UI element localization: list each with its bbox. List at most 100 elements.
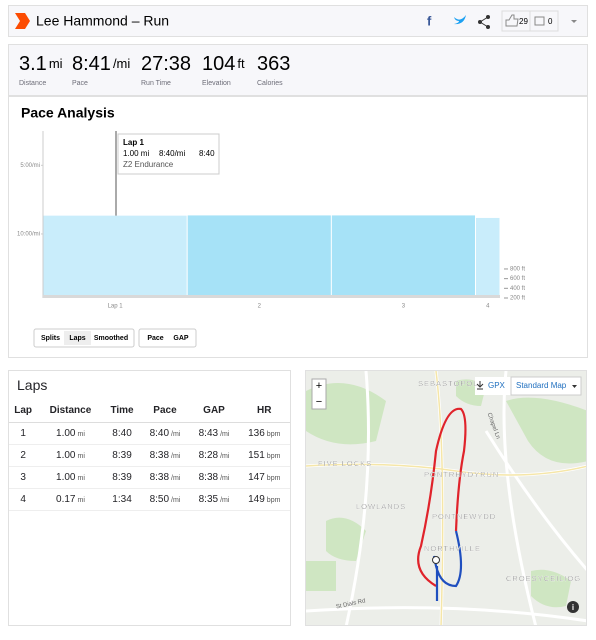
stat-label: Pace	[72, 80, 88, 87]
lap-cell: 1:34	[103, 488, 141, 511]
lap-cell: 1.00 mi	[37, 466, 104, 489]
column-header: HR	[238, 399, 290, 423]
lap-row[interactable]: 3 1.00 mi 8:39 8:38/mi 8:38/mi 147 bpm	[9, 466, 290, 489]
x-tick-label: 2	[258, 304, 262, 310]
tooltip-distance: 1.00 mi	[123, 149, 149, 158]
stat-value: 363	[257, 53, 290, 75]
tooltip-pace: 8:40/mi	[159, 149, 185, 158]
cell-unit: /mi	[171, 497, 181, 504]
lap-bar[interactable]	[43, 215, 187, 298]
cell-unit: /mi	[220, 453, 230, 460]
laps-title: Laps	[17, 377, 48, 393]
map-type-select[interactable]	[510, 376, 582, 396]
lap-cell: 8:40/mi	[140, 422, 190, 445]
toggle-button[interactable]: Smoothed	[94, 335, 128, 342]
lap-cell: 8:39	[103, 466, 141, 489]
share-button[interactable]	[478, 15, 490, 29]
gpx-button[interactable]	[475, 377, 511, 395]
tooltip-zone: Z2 Endurance	[123, 160, 174, 169]
activity-header: Lee Hammond – Run f 29 0	[8, 5, 588, 37]
info-button[interactable]	[567, 601, 579, 613]
toggle-button[interactable]: Splits	[41, 335, 60, 342]
place-labels: SEBASTOPOL FIVE LOCKS PONTRHYDYRUN LOWLANDS…	[318, 379, 581, 611]
finish-marker	[432, 556, 440, 564]
map[interactable]: + − GPX Standard Map i SEBASTOPOL FIVE LO…	[306, 371, 587, 626]
stat-number: 8:41	[72, 53, 111, 75]
stat-label: Run Time	[141, 80, 171, 87]
toggle-button[interactable]: GAP	[173, 335, 189, 342]
stat-unit: ft	[237, 56, 245, 71]
stat-unit: /mi	[113, 56, 130, 71]
lap-bar[interactable]	[187, 215, 331, 298]
cell-unit: /mi	[220, 431, 230, 438]
cell-value: 8:43	[198, 428, 219, 439]
lap-cell: 8:38/mi	[140, 444, 190, 467]
lap-row[interactable]: 4 0.17 mi 1:34 8:50/mi 8:35/mi 149 bpm	[9, 488, 290, 511]
comment-icon	[534, 16, 545, 26]
laps-table: Lap Distance Time Pace GAP HR 1 1.00 mi 8:40 8:40/…	[9, 399, 290, 511]
lap-cell: 1	[9, 422, 38, 445]
stat-label: Elevation	[202, 80, 231, 87]
lap-cell: 4	[9, 488, 38, 511]
tooltip	[117, 133, 220, 175]
y2-tick-label: 600 ft	[510, 276, 525, 282]
x-tick-label: 3	[402, 304, 406, 310]
stat-value: 27:38	[141, 53, 191, 75]
facebook-button[interactable]: f	[427, 13, 432, 28]
cell-unit: mi	[77, 497, 85, 504]
lap-row[interactable]: 2 1.00 mi 8:39 8:38/mi 8:28/mi 151 bpm	[9, 444, 290, 467]
gpx-label: GPX	[488, 381, 506, 390]
cell-unit: bpm	[266, 475, 281, 482]
cell-value: 8:38	[149, 472, 170, 483]
cell-unit: /mi	[220, 475, 230, 482]
lap-cell: 3	[9, 466, 38, 489]
toggle-button[interactable]: Laps	[69, 335, 85, 342]
lap-cell: 8:39	[103, 444, 141, 467]
cell-unit: /mi	[171, 431, 181, 438]
cell-unit: /mi	[171, 475, 181, 482]
x-tick-label: Lap 1	[108, 304, 124, 310]
cell-unit: /mi	[220, 497, 230, 504]
parks	[306, 379, 586, 608]
cell-value: 151	[248, 450, 265, 461]
lap-cell: 8:50/mi	[140, 488, 190, 511]
lap-cell: 8:38/mi	[189, 466, 239, 489]
cell-value: 1.00	[56, 428, 76, 439]
x-tick-label: 4	[486, 304, 490, 310]
cell-value: 8:50	[149, 494, 170, 505]
place-label: CROESYCEILIOG	[506, 574, 581, 583]
column-header: GAP	[189, 399, 239, 423]
more-button[interactable]	[571, 20, 577, 23]
route-out	[417, 407, 467, 587]
cell-value: 1.00	[56, 450, 76, 461]
cell-value: 1.00	[56, 472, 76, 483]
cell-unit: bpm	[266, 453, 281, 460]
twitter-button[interactable]	[454, 15, 466, 25]
section-title: Pace Analysis	[21, 105, 115, 121]
cell-unit: mi	[77, 453, 85, 460]
cell-value: 8:38	[198, 472, 219, 483]
caret	[572, 385, 577, 388]
map-panel: + − GPX Standard Map i SEBASTOPOL FIVE LO…	[305, 370, 587, 626]
y2-tick-label: 200 ft	[510, 296, 525, 302]
cell-value: 8:28	[198, 450, 219, 461]
lap-bar[interactable]	[475, 217, 500, 298]
lap-cell: 1.00 mi	[37, 422, 104, 445]
lap-bar[interactable]	[331, 215, 475, 298]
zoom-in[interactable]: +	[316, 380, 322, 392]
lap-row[interactable]: 1 1.00 mi 8:40 8:40/mi 8:43/mi 136 bpm	[9, 422, 290, 445]
route-back	[432, 530, 463, 601]
column-header: Distance	[37, 399, 104, 423]
cell-value: 136	[248, 428, 265, 439]
comment-button[interactable]	[529, 10, 559, 32]
zoom-out[interactable]: −	[316, 396, 322, 408]
toggle-button[interactable]: Pace	[147, 335, 163, 342]
y-tick-label: 5:00/mi	[20, 163, 40, 169]
button-group	[138, 328, 197, 348]
lap-cell: 0.17 mi	[37, 488, 104, 511]
pace-analysis-panel: Pace Analysis 5:00/mi 10:00/mi Lap 1 2 3 4 800…	[8, 96, 588, 358]
lap-cell: 8:43/mi	[189, 422, 239, 445]
kudos-icon	[505, 14, 519, 27]
lap-cell: 8:35/mi	[189, 488, 239, 511]
